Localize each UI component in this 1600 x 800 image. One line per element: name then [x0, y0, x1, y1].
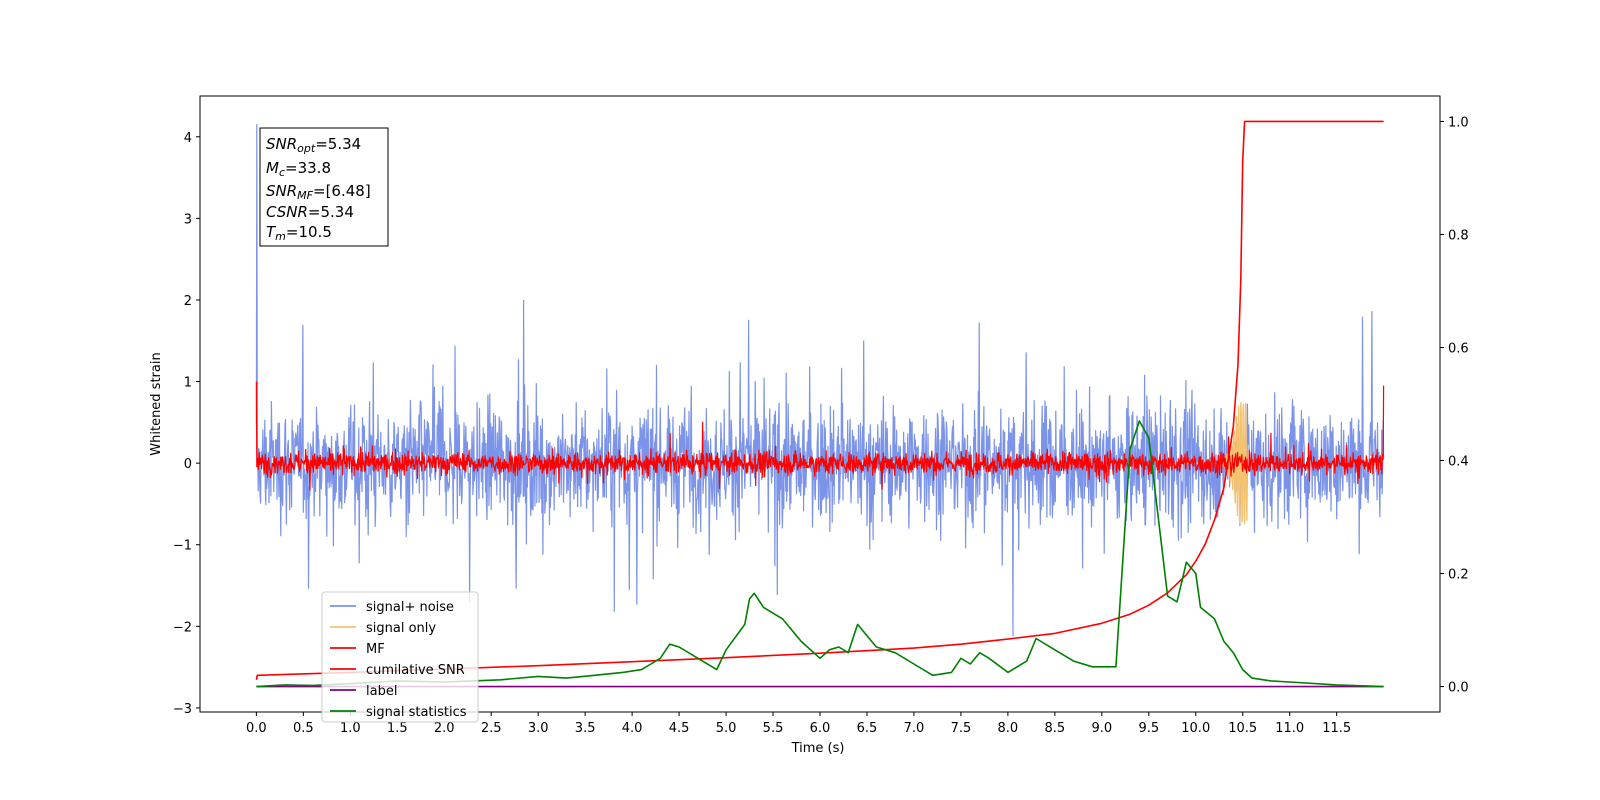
x-tick-label: 5.5	[763, 721, 784, 736]
x-tick-label: 8.5	[1045, 721, 1066, 736]
y2-tick-label: 0.6	[1448, 341, 1469, 356]
x-tick-label: 2.0	[434, 721, 455, 736]
x-tick-label: 3.0	[528, 721, 549, 736]
x-tick-label: 9.5	[1138, 721, 1159, 736]
x-tick-label: 0.0	[246, 721, 267, 736]
annotation-snr-opt: SNRopt=5.34	[266, 135, 361, 155]
series-mf	[255, 381, 1385, 491]
x-tick-label: 2.5	[481, 721, 502, 736]
x-tick-label: 1.5	[387, 721, 408, 736]
annotation-csnr: CSNR=5.34	[266, 203, 354, 221]
annotation-merger-time: Tm=10.5	[266, 223, 332, 243]
y2-tick-label: 1.0	[1448, 115, 1469, 130]
legend-label-cumilative-snr: cumilative SNR	[366, 663, 465, 678]
x-tick-label: 4.5	[669, 721, 690, 736]
series-cumilative-snr	[255, 120, 1384, 680]
y2-tick-label: 0.0	[1448, 681, 1469, 696]
x-tick-label: 6.5	[857, 721, 878, 736]
legend-frame	[321, 591, 479, 723]
x-tick-label: 0.5	[293, 721, 314, 736]
y-tick-label: 1	[184, 376, 192, 391]
x-tick-label: 11.0	[1275, 721, 1304, 736]
x-tick-label: 10.5	[1228, 721, 1257, 736]
y-tick-label: −3	[173, 702, 192, 717]
legend: signal+ noise signal only MF cumilative SNR…	[321, 591, 479, 723]
y-axis-right: 1.0 0.8 0.6 0.4 0.2 0.0	[1440, 115, 1469, 696]
legend-label-mf: MF	[366, 642, 385, 657]
x-tick-label: 11.5	[1322, 721, 1351, 736]
y-tick-label: −1	[173, 539, 192, 554]
x-axis: 0.0 0.5 1.0 1.5 2.0 2.5 3.0 3.5 4.0 4.5 5.0 5.5 6.0 6…	[246, 712, 1351, 736]
y2-tick-label: 0.8	[1448, 228, 1469, 243]
x-tick-label: 4.0	[622, 721, 643, 736]
annotation-frame	[259, 127, 389, 247]
series-signal-statistics	[256, 420, 1384, 688]
annotation-box: SNRopt=5.34 Mc=33.8 SNRMF=[6.48] CSNR=5.…	[259, 127, 389, 247]
x-tick-label: 3.5	[575, 721, 596, 736]
y-tick-label: 2	[184, 294, 192, 309]
y2-tick-label: 0.2	[1448, 568, 1469, 583]
x-tick-label: 6.0	[810, 721, 831, 736]
x-tick-label: 1.0	[340, 721, 361, 736]
y-tick-label: 0	[184, 457, 192, 472]
y2-tick-label: 0.4	[1448, 455, 1469, 470]
y-tick-label: 3	[184, 212, 192, 227]
x-tick-label: 5.0	[716, 721, 737, 736]
x-tick-label: 7.5	[951, 721, 972, 736]
annotation-snr-mf: SNRMF=[6.48]	[266, 182, 371, 202]
legend-label-signal-only: signal only	[366, 621, 436, 636]
x-tick-label: 9.0	[1091, 721, 1112, 736]
y-tick-label: 4	[184, 131, 192, 146]
legend-label-label: label	[366, 684, 397, 699]
y-tick-label: −2	[173, 620, 192, 635]
legend-label-signal-statistics: signal statistics	[366, 705, 467, 720]
y-axis-label: Whitened strain	[149, 352, 164, 455]
series-signal-plus-noise	[255, 123, 1385, 637]
x-tick-label: 8.0	[998, 721, 1019, 736]
x-tick-label: 10.0	[1181, 721, 1210, 736]
annotation-chirp-mass: Mc=33.8	[266, 159, 331, 179]
x-tick-label: 7.0	[904, 721, 925, 736]
legend-label-signal-noise: signal+ noise	[366, 600, 454, 615]
x-axis-label: Time (s)	[791, 741, 845, 756]
y-axis-left: 4 3 2 1 0 −1 −2 −3	[173, 131, 200, 717]
